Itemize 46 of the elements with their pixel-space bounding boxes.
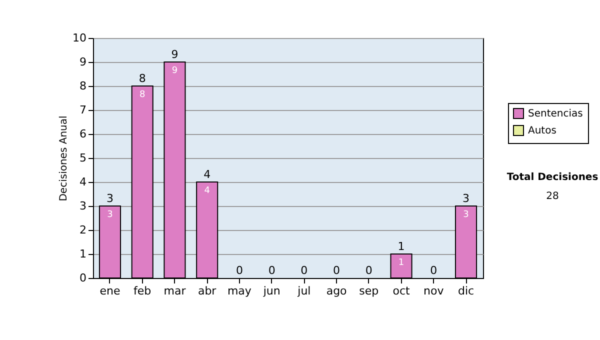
x-tick-label: mar (164, 284, 186, 298)
y-tick-label: 9 (80, 56, 86, 68)
y-tick-label: 6 (80, 128, 86, 140)
data-label: 9 (172, 66, 178, 76)
total-label: 0 (236, 264, 243, 277)
x-tick-label: jul (296, 284, 311, 298)
y-tick-label: 8 (80, 80, 86, 92)
text: Total Decisiones (506, 172, 600, 183)
y-tick-label: 0 (80, 272, 86, 284)
x-tick-label: dic (458, 284, 474, 298)
x-tick-label: ene (100, 284, 120, 298)
data-label: 4 (204, 186, 210, 196)
total-label: 8 (138, 72, 146, 85)
total-label: 0 (430, 264, 438, 277)
legend-label: Autos (528, 126, 556, 136)
y-tick-label: 3 (80, 200, 86, 212)
data-label: 1 (398, 258, 404, 268)
x-tick-label: feb (134, 284, 152, 298)
y-tick-label: 1 (80, 248, 86, 260)
x-tick-label: ago (326, 284, 348, 298)
y-tick-label: 4 (80, 176, 86, 188)
total-label: 3 (106, 192, 114, 205)
x-tick-label: nov (424, 284, 444, 298)
x-tick-label: oct (392, 284, 411, 298)
data-label: 3 (107, 210, 113, 220)
data-label: 3 (463, 210, 469, 220)
y-tick-label: 7 (80, 104, 86, 116)
y-tick-label: 10 (72, 32, 86, 44)
total-label: 0 (300, 264, 308, 277)
total-label: 4 (204, 168, 211, 181)
x-tick-label: jun (262, 284, 280, 298)
legend-label: Sentencias (528, 108, 583, 120)
y-tick-label: 5 (80, 152, 86, 164)
total-label: 9 (171, 48, 178, 61)
y-axis-title: Decisiones Anual (58, 116, 70, 202)
total-label: 3 (462, 192, 470, 205)
x-tick-label: abr (198, 284, 217, 298)
x-tick-label: may (227, 284, 252, 298)
total-label: 0 (333, 264, 340, 277)
total-label: 1 (398, 240, 405, 253)
x-tick-label: sep (359, 284, 379, 298)
total-label: 0 (365, 264, 372, 277)
data-label: 8 (139, 90, 146, 100)
total-label: 0 (268, 264, 276, 277)
text: 28 (545, 191, 560, 202)
y-tick-label: 2 (80, 224, 86, 236)
